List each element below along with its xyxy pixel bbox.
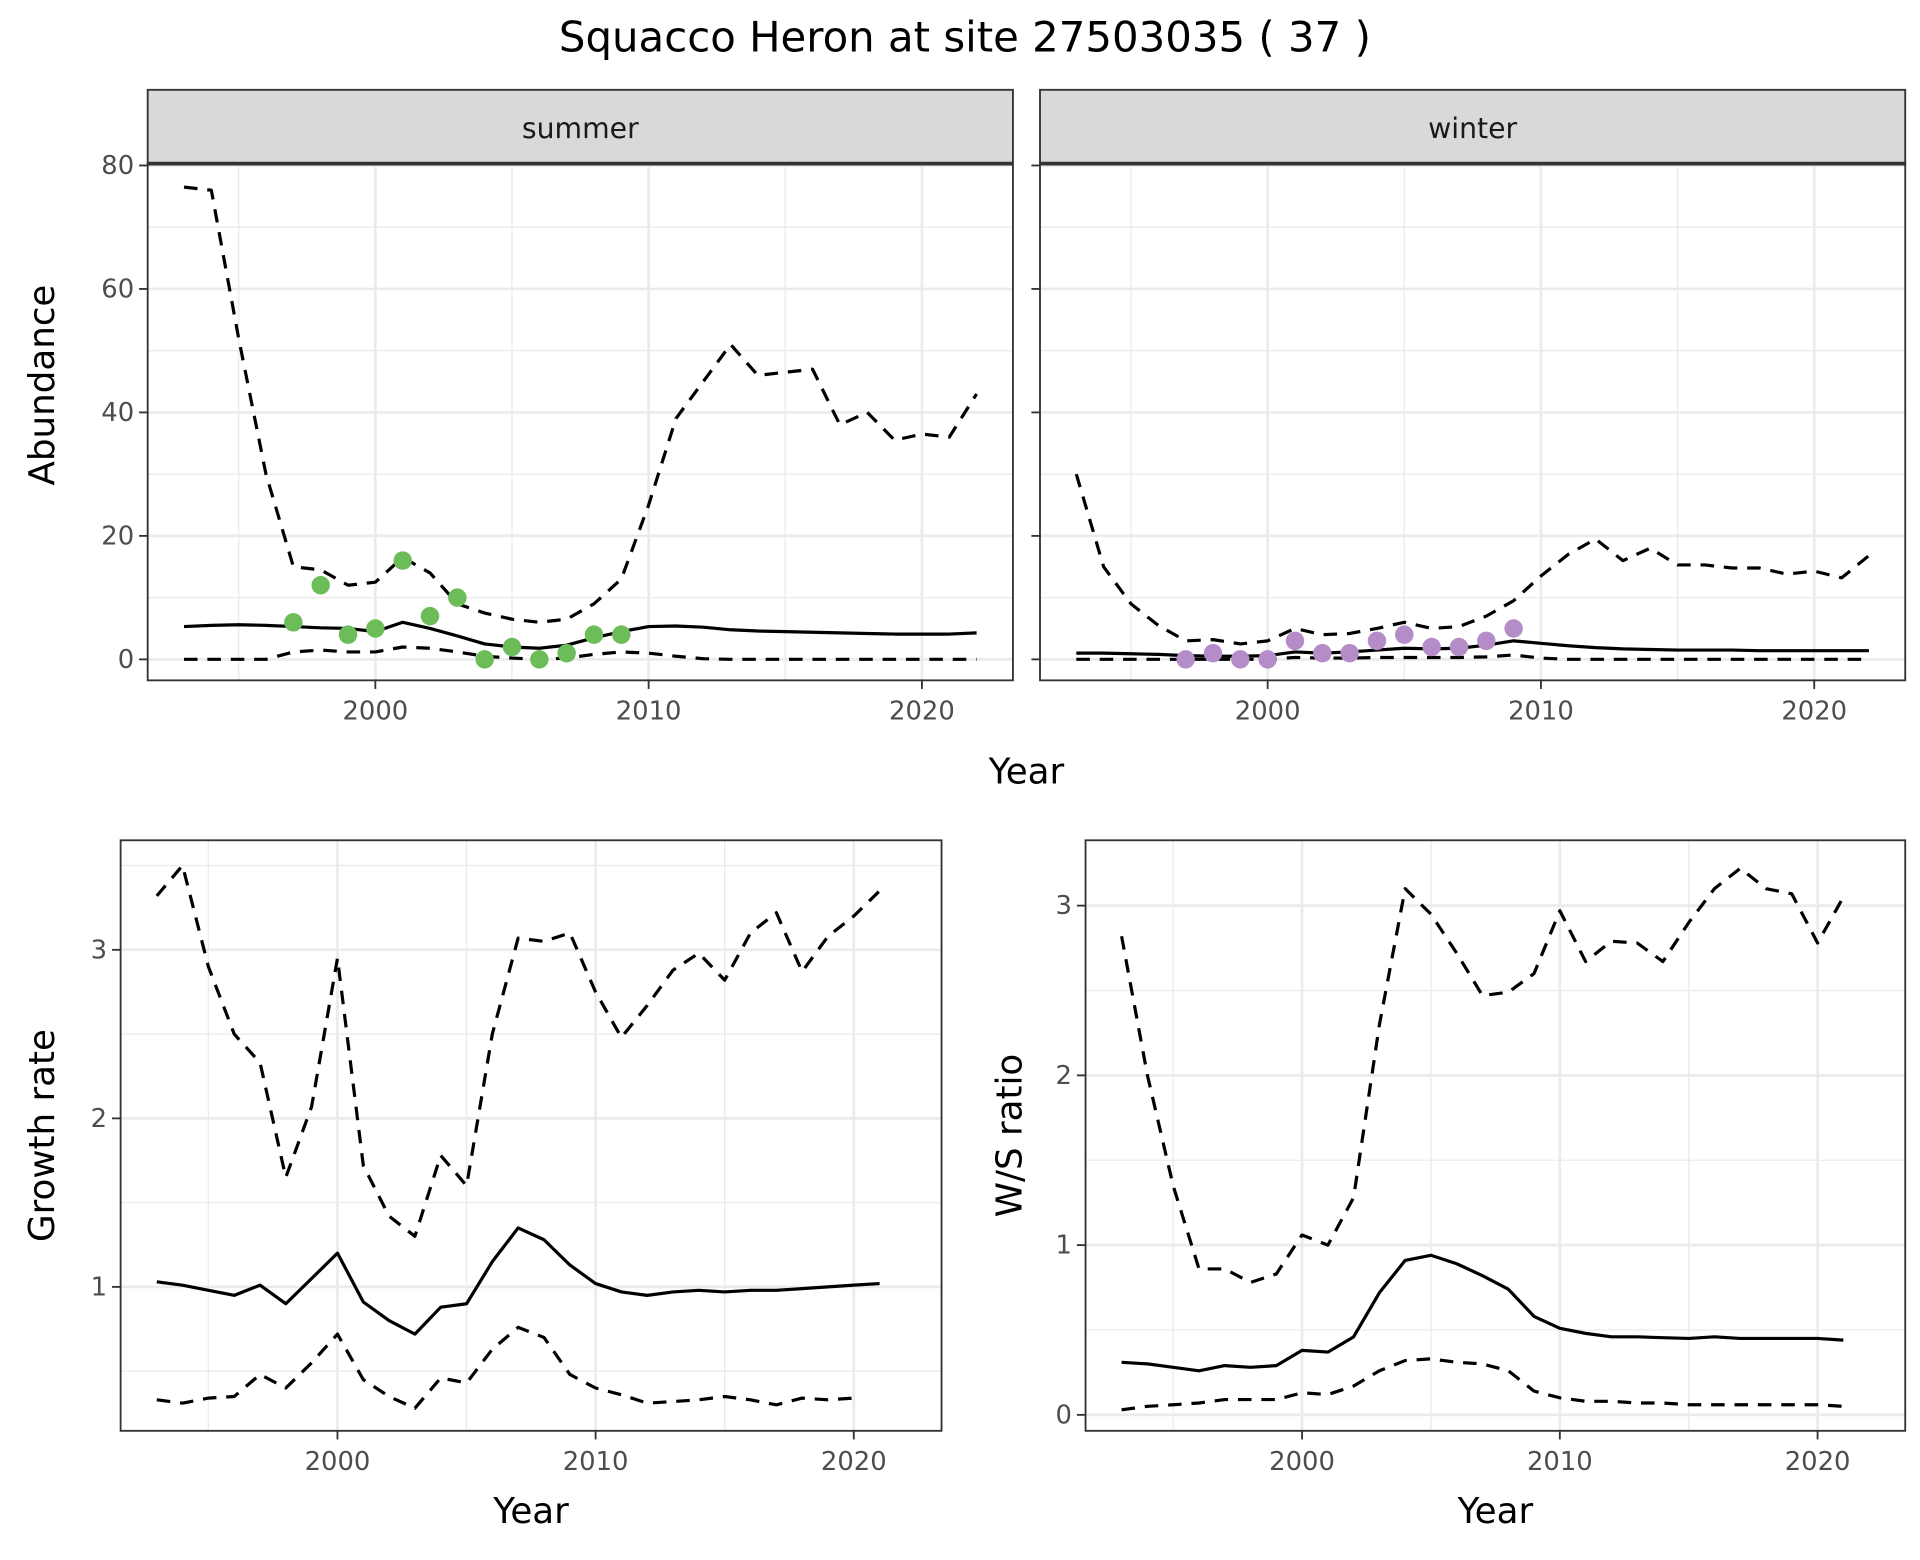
series-line-0 [183, 185, 978, 624]
data-point [584, 625, 604, 644]
y-axis-title: Abundance [22, 285, 63, 486]
data-point [1477, 631, 1496, 651]
y-tick-label: 2 [91, 1104, 107, 1134]
series-line-2 [1121, 1357, 1844, 1412]
panel-ws: 2000 2010 2020 0 1 2 3 W/S ratio Year [990, 839, 1907, 1532]
data-point [366, 619, 385, 638]
data-point [612, 625, 631, 644]
y-tick-label: 0 [118, 645, 134, 675]
data-point [530, 650, 549, 669]
x-axis-title: Year [1457, 1491, 1534, 1532]
series-line-0 [155, 863, 881, 1238]
panel-border [119, 839, 943, 1432]
data-point [502, 637, 522, 657]
series-line-2 [156, 1325, 854, 1410]
facet-strip-label: summer [522, 112, 639, 145]
y-tick-label: 60 [101, 275, 134, 305]
panel-summer: summer 2000 2010 2020 0 20 40 60 80 Abundance Year [22, 88, 1065, 793]
x-tick-label: 2020 [1785, 1447, 1851, 1477]
y-tick-label: 3 [1056, 891, 1072, 921]
series-line-2 [1076, 653, 1869, 661]
series-line-2 [184, 645, 977, 661]
series-line-1 [156, 1226, 880, 1336]
data-point [1395, 625, 1414, 644]
x-tick-label: 2010 [563, 1447, 629, 1477]
x-tick-label: 2000 [342, 697, 408, 727]
x-tick-label: 2000 [305, 1447, 371, 1477]
series-line-1 [183, 620, 977, 650]
y-tick-label: 80 [101, 151, 134, 181]
facet-strip-label: winter [1428, 112, 1517, 145]
data-point [1504, 619, 1523, 638]
x-tick-label: 2020 [889, 697, 955, 727]
data-point [1176, 650, 1195, 669]
data-point [557, 643, 576, 663]
x-tick-label: 2010 [1508, 697, 1574, 727]
x-tick-label: 2000 [1269, 1447, 1335, 1477]
panel-winter: winter 2000 2010 2020 [1031, 88, 1907, 727]
series-line-0 [1120, 866, 1845, 1285]
x-tick-label: 2010 [1527, 1447, 1593, 1477]
data-point [1367, 631, 1387, 651]
facet-strip [1039, 88, 1907, 165]
panel-background [1040, 163, 1906, 681]
y-tick-label: 3 [91, 935, 107, 965]
data-point [311, 576, 330, 595]
panel-background [120, 840, 942, 1431]
data-point [1231, 650, 1250, 669]
data-point [420, 606, 440, 626]
panel-background [1085, 840, 1906, 1431]
x-tick-label: 2010 [616, 697, 682, 727]
y-tick-label: 1 [1056, 1231, 1072, 1261]
y-tick-label: 2 [1056, 1061, 1072, 1091]
series-line-1 [1121, 1253, 1844, 1373]
x-axis-title: Year [492, 1491, 569, 1532]
chart-title: Squacco Heron at site 27503035 ( 37 ) [559, 13, 1371, 62]
facet-strip [146, 88, 1014, 165]
data-point [1422, 637, 1441, 657]
panel-border [1084, 839, 1907, 1432]
data-point [1203, 643, 1223, 663]
data-point [284, 613, 303, 632]
x-tick-label: 2020 [821, 1447, 887, 1477]
y-tick-label: 0 [1056, 1400, 1072, 1430]
series-line-0 [1074, 473, 1870, 646]
y-tick-label: 20 [101, 522, 134, 552]
data-point [448, 588, 467, 607]
data-point [1285, 631, 1305, 651]
x-tick-label: 2020 [1781, 697, 1847, 727]
panel-background [147, 163, 1013, 681]
panel-growth: 2000 2010 2020 1 2 3 Growth rate Year [22, 839, 943, 1532]
data-point [1258, 650, 1277, 669]
x-tick-label: 2000 [1235, 697, 1301, 727]
data-point [1449, 637, 1469, 657]
data-point [338, 625, 358, 644]
y-axis-title: Growth rate [22, 1029, 63, 1242]
data-point [1340, 643, 1359, 663]
y-tick-label: 40 [101, 398, 134, 428]
data-point [393, 551, 412, 570]
data-point [475, 650, 494, 669]
data-point [1313, 643, 1332, 663]
y-axis-title: W/S ratio [990, 1054, 1031, 1217]
x-axis-title: Year [988, 752, 1065, 793]
y-tick-label: 1 [91, 1273, 107, 1303]
